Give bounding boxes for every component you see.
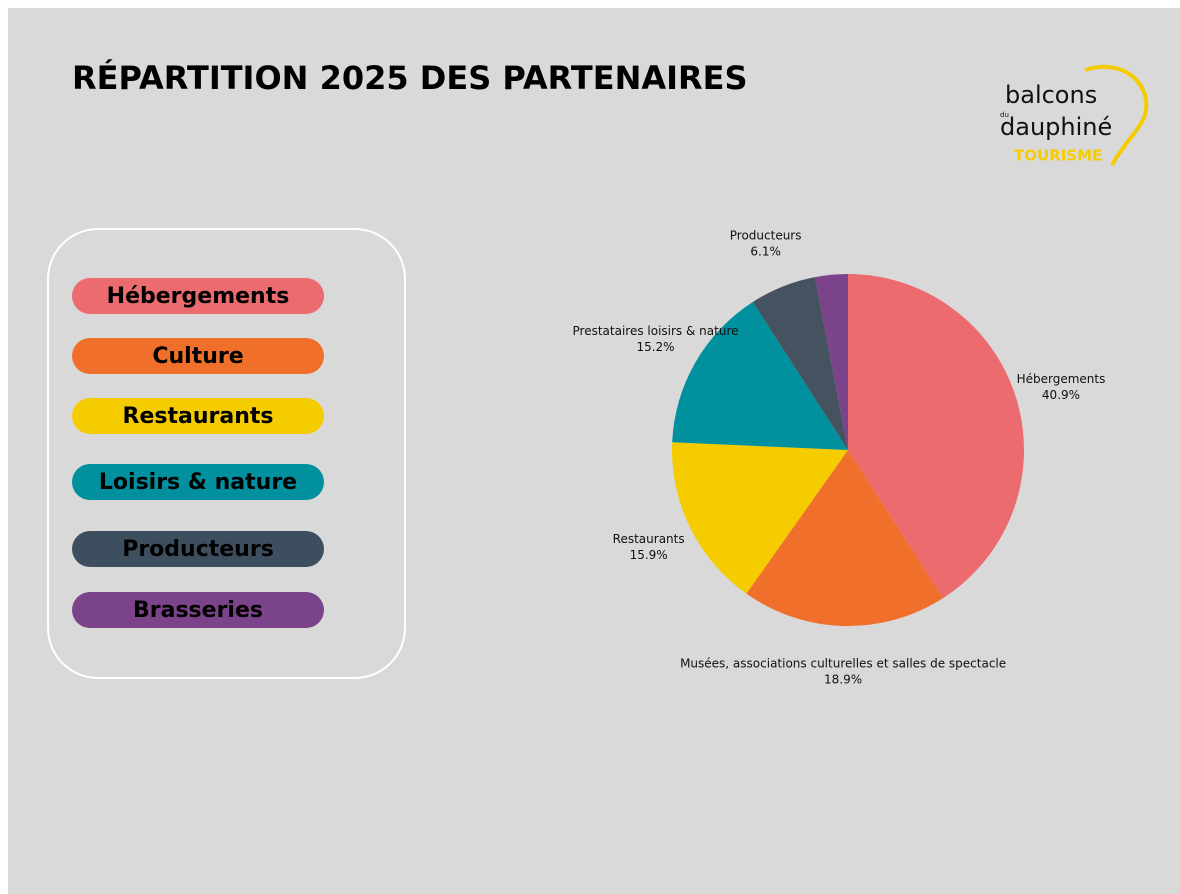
pie-slice: [672, 301, 848, 450]
slice-value: 6.1%: [750, 244, 781, 258]
pie-slice: [815, 274, 848, 450]
pie-slice: [752, 277, 848, 450]
slice-value: 18.9%: [824, 672, 862, 686]
legend-label: Culture: [152, 344, 243, 369]
slice-label: Restaurants: [613, 532, 685, 546]
legend-pill: [72, 398, 324, 434]
logo-text: balcons: [1005, 81, 1097, 109]
slice-label: Prestataires loisirs & nature: [573, 324, 739, 338]
logo-text: TOURISME: [1014, 147, 1102, 165]
slice-value: 15.9%: [630, 548, 668, 562]
legend-pill: [72, 338, 324, 374]
legend-label: Loisirs & nature: [99, 470, 297, 495]
legend-pill: [72, 464, 324, 500]
legend-box: [47, 228, 406, 679]
slice-value: 40.9%: [1042, 388, 1080, 402]
logo: balcons du dauphiné TOURISME: [1000, 64, 1149, 166]
slice-label: Musées, associations culturelles et sall…: [680, 656, 1006, 670]
legend-label: Brasseries: [133, 598, 263, 623]
legend-pill: [72, 592, 324, 628]
pie-slice: [672, 442, 848, 594]
legend-label: Producteurs: [122, 537, 274, 562]
slice-label: Hébergements: [1017, 372, 1106, 386]
legend-label: Restaurants: [123, 404, 274, 429]
slice-value: 15.2%: [636, 340, 674, 354]
pie-slice: [848, 274, 1024, 599]
logo-text: du: [1000, 111, 1009, 119]
legend-pill: [72, 278, 324, 314]
legend-label: Hébergements: [107, 284, 290, 309]
logo-outline: [1084, 64, 1149, 166]
pie-chart: Hébergements 40.9% Musées, associations cu…: [573, 228, 1106, 686]
pie-slice: [746, 450, 944, 626]
title: RÉPARTITION 2025 DES PARTENAIRES: [72, 59, 748, 97]
slice-label: Producteurs: [730, 228, 802, 242]
legend-pill: [72, 531, 324, 567]
logo-text: dauphiné: [1000, 113, 1112, 141]
legend: Hébergements Culture Restaurants Loisirs & …: [72, 278, 324, 628]
